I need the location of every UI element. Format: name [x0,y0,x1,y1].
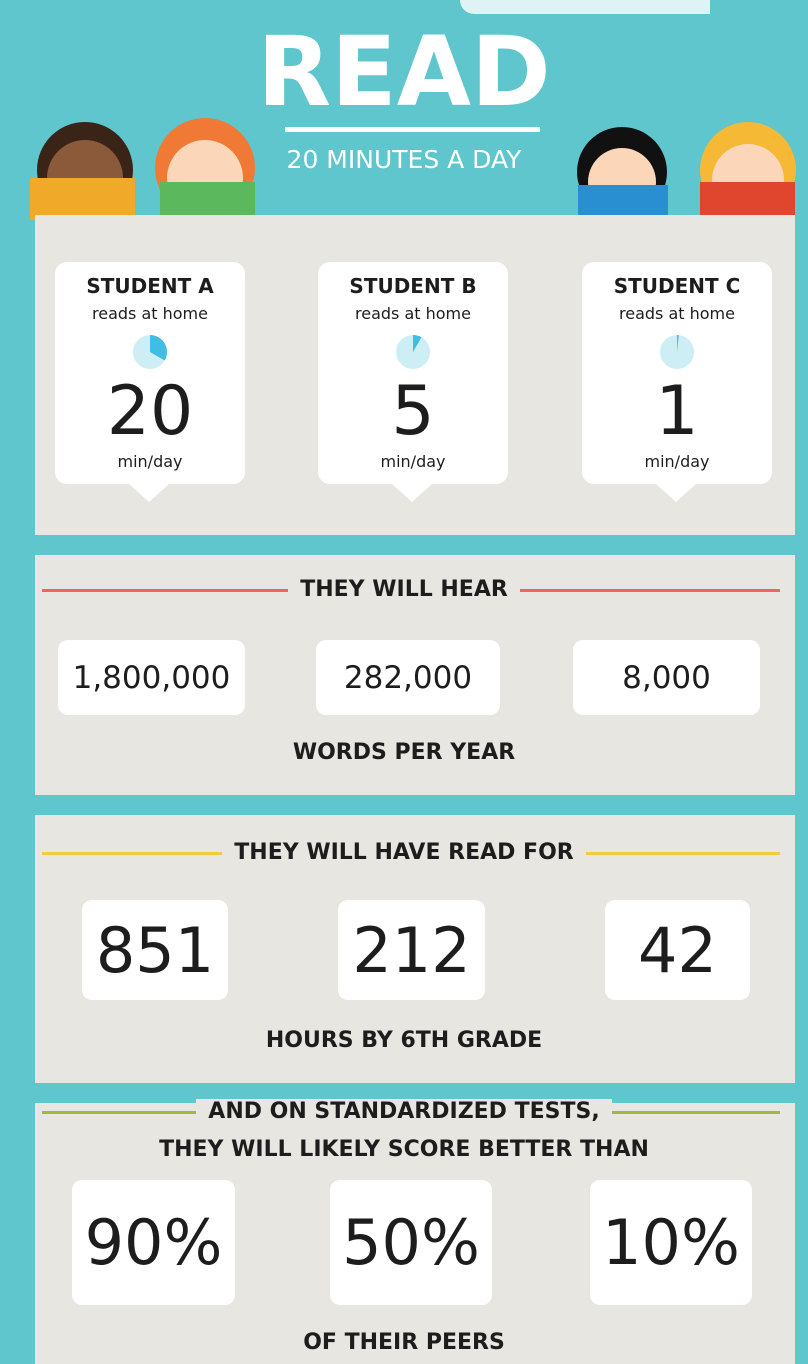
section-footer: WORDS PER YEAR [292,740,516,765]
heading-text: AND ON STANDARDIZED TESTS, [196,1099,612,1124]
value-box: 50% [330,1180,492,1305]
section-heading: THEY WILL LIKELY SCORE BETTER THAN [0,1135,808,1165]
student-card: STUDENT B reads at home 5 min/day [318,262,508,502]
section-footer: OF THEIR PEERS [303,1330,505,1355]
value-box: 42 [605,900,750,1000]
value-box: 212 [338,900,485,1000]
student-minutes: 1 [655,372,699,451]
subtitle: 20 MINUTES A DAY [286,145,522,174]
value-box: 8,000 [573,640,760,715]
student-card: STUDENT A reads at home 20 min/day [55,262,245,502]
student-name: STUDENT A [86,274,214,298]
title-underline [285,127,540,132]
student-note: reads at home [92,304,208,323]
student-unit: min/day [117,452,183,471]
student-note: reads at home [355,304,471,323]
student-unit: min/day [644,452,710,471]
student-card: STUDENT C reads at home 1 min/day [582,262,772,502]
minutes-pie [133,335,167,369]
value-box: 282,000 [316,640,500,715]
minutes-pie [396,335,430,369]
student-name: STUDENT B [349,274,477,298]
pie-wedge [150,335,167,361]
value-box: 10% [590,1180,752,1305]
student-name: STUDENT C [613,274,741,298]
section-heading: THEY WILL HEAR [0,575,808,605]
pie-wedge [413,335,422,352]
section-heading: AND ON STANDARDIZED TESTS, [0,1097,808,1127]
minutes-pie [660,335,694,369]
heading-text: THEY WILL LIKELY SCORE BETTER THAN [159,1137,649,1162]
heading-text: THEY WILL HAVE READ FOR [222,840,586,865]
value-box: 851 [82,900,228,1000]
section-footer: HOURS BY 6TH GRADE [265,1028,543,1053]
heading-text: THEY WILL HEAR [288,577,520,602]
student-note: reads at home [619,304,735,323]
section-heading: THEY WILL HAVE READ FOR [0,838,808,868]
value-box: 90% [72,1180,235,1305]
pie-wedge [677,335,679,352]
corner-decoration [460,0,710,14]
student-minutes: 20 [106,372,194,451]
value-box: 1,800,000 [58,640,245,715]
student-minutes: 5 [391,372,435,451]
student-unit: min/day [380,452,446,471]
kids-illustration [30,118,796,220]
title: READ [257,16,551,128]
